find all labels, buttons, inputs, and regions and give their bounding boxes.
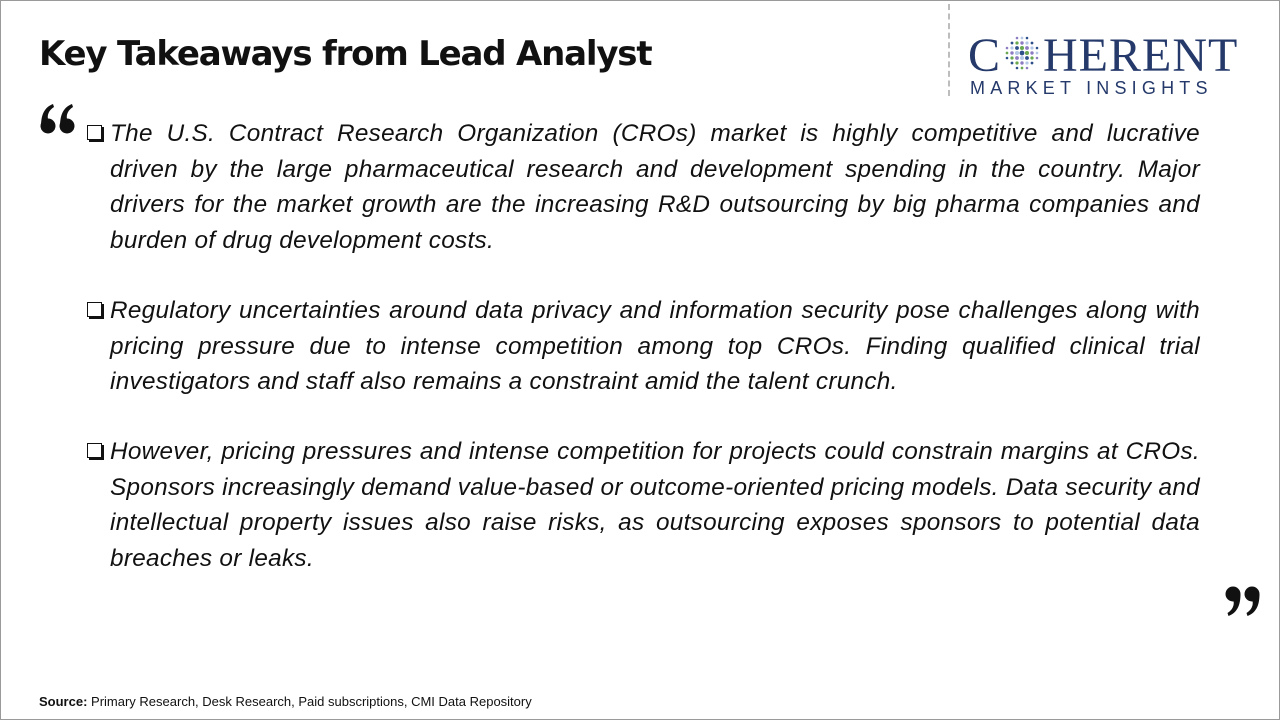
logo-dot	[1005, 56, 1009, 60]
logo-dot	[1030, 56, 1034, 60]
logo-dot	[1030, 41, 1034, 45]
takeaway-text: However, pricing pressures and intense c…	[110, 437, 1200, 573]
page-title: Key Takeaways from Lead Analyst	[39, 34, 653, 74]
logo-dot	[1005, 51, 1009, 55]
logo-dot	[1015, 61, 1019, 65]
checkbox-bullet-icon	[87, 442, 102, 458]
logo-dot	[1010, 41, 1014, 45]
logo-dot	[1020, 66, 1024, 70]
logo-dot-globe-icon	[1005, 36, 1039, 70]
logo-dot	[1025, 46, 1029, 50]
logo-dot	[1010, 56, 1014, 60]
logo-dot	[1010, 51, 1014, 55]
logo-wordmark: C HERENT	[968, 30, 1238, 82]
checkbox-bullet-icon	[87, 301, 102, 317]
logo-dot	[1015, 56, 1019, 60]
company-logo: C HERENT MARKET INSIGHTS	[968, 30, 1260, 100]
logo-dot	[1025, 61, 1029, 65]
source-label: Source:	[39, 694, 88, 709]
takeaway-list: The U.S. Contract Research Organization …	[86, 116, 1200, 611]
logo-dot	[1020, 36, 1024, 40]
logo-dot	[1020, 61, 1024, 65]
logo-dot	[1025, 41, 1029, 45]
logo-dot	[1019, 50, 1025, 56]
logo-dot	[1015, 41, 1019, 45]
logo-dot	[1030, 46, 1034, 50]
logo-dot	[1020, 41, 1024, 45]
logo-dot	[1035, 46, 1039, 50]
logo-dot	[1015, 66, 1019, 70]
logo-dot	[1025, 66, 1029, 70]
checkbox-bullet-icon	[87, 125, 102, 140]
logo-dot	[1035, 56, 1039, 60]
takeaway-item: Regulatory uncertainties around data pri…	[86, 293, 1200, 400]
logo-dot	[1015, 36, 1019, 40]
logo-dot	[1025, 56, 1029, 60]
takeaway-text: The U.S. Contract Research Organization …	[110, 120, 1200, 255]
quote-open-icon	[40, 104, 75, 134]
quote-close-icon	[1225, 586, 1260, 616]
logo-dot	[1035, 51, 1039, 55]
takeaway-text: Regulatory uncertainties around data pri…	[110, 296, 1200, 396]
logo-dot	[1030, 51, 1034, 55]
logo-dot	[1025, 36, 1029, 40]
logo-dot	[1014, 50, 1020, 56]
logo-dot	[1010, 61, 1014, 65]
logo-dot	[1015, 46, 1019, 50]
source-text: Primary Research, Desk Research, Paid su…	[87, 694, 532, 709]
logo-letters-herent: HERENT	[1043, 29, 1239, 82]
logo-dot	[1019, 45, 1025, 51]
logo-letter-c: C	[968, 29, 1002, 82]
logo-dot	[1010, 46, 1014, 50]
source-note: Source: Primary Research, Desk Research,…	[39, 694, 532, 709]
logo-tagline: MARKET INSIGHTS	[970, 78, 1213, 98]
logo-dot	[1030, 61, 1034, 65]
takeaway-item: However, pricing pressures and intense c…	[86, 434, 1200, 577]
logo-dot	[1005, 46, 1009, 50]
logo-dot	[1019, 55, 1025, 61]
logo-dot	[1024, 50, 1030, 56]
takeaway-item: The U.S. Contract Research Organization …	[86, 116, 1200, 259]
header-divider	[948, 4, 950, 96]
